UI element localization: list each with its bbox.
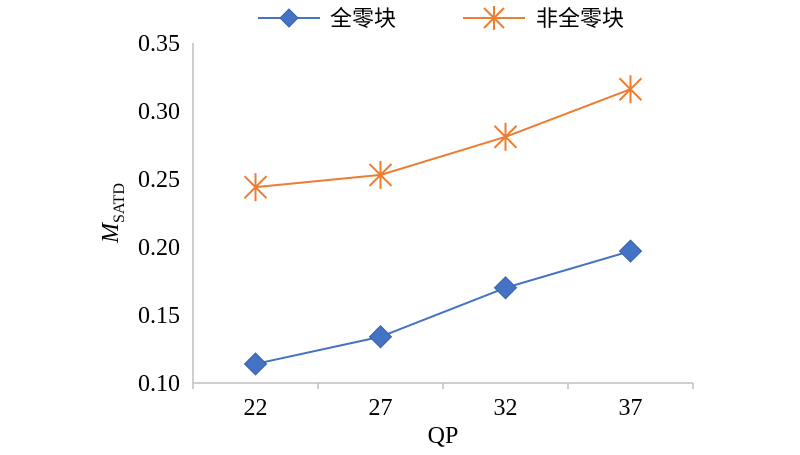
x-axis-title: QP (428, 423, 459, 449)
x-tick-label-3: 37 (619, 395, 643, 421)
data-point-series-0-0 (243, 352, 268, 376)
y-axis-title-sub: SATD (111, 183, 128, 223)
y-axis-title: MSATD (98, 183, 128, 244)
y-tick-label-4: 0.30 (138, 99, 180, 125)
y-tick-label-1: 0.15 (138, 303, 180, 329)
x-tick-label-2: 32 (494, 395, 518, 421)
legend: 全零块 非全零块 (258, 6, 624, 32)
x-tick-label-0: 22 (244, 395, 268, 421)
series-line-0 (255, 250, 631, 365)
data-point-series-0-3 (618, 239, 643, 263)
y-tick-labels: 0.10 0.15 0.20 0.25 0.30 0.35 (138, 31, 180, 397)
legend-marker-series-1 (483, 6, 505, 30)
y-axis-title-main: M (98, 221, 124, 244)
legend-label-series-0: 全零块 (330, 7, 396, 32)
data-point-series-1-0 (243, 173, 268, 202)
data-point-series-0-2 (493, 276, 518, 300)
legend-marker-series-0 (279, 8, 299, 28)
data-point-series-0-1 (368, 325, 393, 349)
legend-label-series-1: 非全零块 (536, 7, 624, 32)
data-point-series-1-3 (618, 75, 643, 104)
y-tick-label-2: 0.20 (138, 235, 180, 261)
x-tick-labels: 22 27 32 37 (192, 383, 694, 421)
y-tick-label-3: 0.25 (138, 167, 180, 193)
data-point-series-1-1 (368, 160, 393, 189)
series-layer (243, 75, 643, 376)
y-tick-label-0: 0.10 (138, 371, 180, 397)
x-tick-label-1: 27 (369, 395, 393, 421)
series-line-1 (255, 88, 631, 189)
y-tick-label-5: 0.35 (138, 31, 180, 57)
data-point-series-1-2 (493, 122, 518, 151)
